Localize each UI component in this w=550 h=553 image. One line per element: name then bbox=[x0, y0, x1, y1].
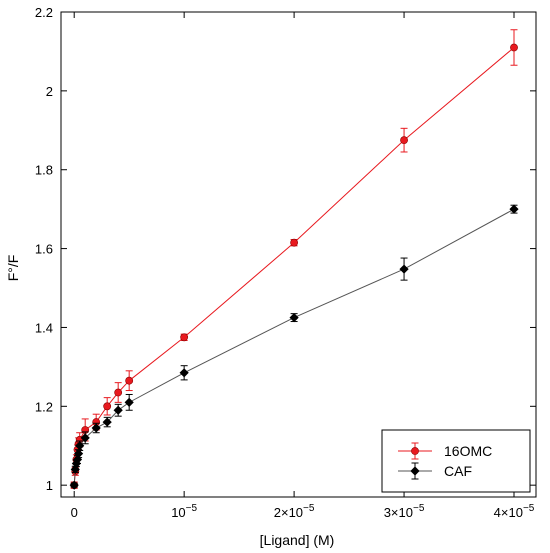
data-point bbox=[73, 449, 84, 459]
legend-marker bbox=[411, 447, 419, 455]
series-16omc bbox=[70, 29, 518, 490]
data-point bbox=[69, 480, 79, 490]
data-point bbox=[70, 464, 80, 474]
y-tick-label: 1.6 bbox=[35, 242, 53, 257]
series-line bbox=[73, 47, 515, 486]
data-point bbox=[72, 454, 83, 465]
plot-frame bbox=[60, 11, 537, 498]
x-tick-label: 2×10−5 bbox=[274, 503, 315, 520]
x-tick-label: 4×10−5 bbox=[494, 503, 535, 520]
y-tick-label: 1 bbox=[46, 478, 53, 493]
legend: 16OMC CAF bbox=[381, 429, 531, 493]
data-point bbox=[180, 333, 189, 342]
y-axis-title: F°/F bbox=[5, 255, 21, 282]
legend-label: CAF bbox=[444, 463, 472, 479]
ticks: 0 10−5 2×10−5 3×10−5 4×10−5 1 1.2 1.4 1.6 1.8 2 2.2 bbox=[35, 5, 536, 520]
data-point bbox=[114, 388, 123, 397]
data-point bbox=[75, 441, 85, 451]
data-point bbox=[113, 405, 123, 415]
x-tick-label: 3×10−5 bbox=[384, 503, 425, 520]
data-point bbox=[510, 43, 518, 52]
data-point bbox=[71, 458, 81, 469]
data-point bbox=[102, 417, 112, 427]
y-tick-label: 2 bbox=[46, 84, 53, 99]
x-tick-label: 10−5 bbox=[171, 503, 197, 520]
series-caf bbox=[69, 204, 519, 490]
data-point bbox=[179, 368, 189, 378]
legend-entry-16omc: 16OMC bbox=[398, 442, 492, 460]
series bbox=[69, 29, 519, 490]
data-point bbox=[125, 376, 134, 385]
legend-label: 16OMC bbox=[444, 443, 492, 459]
y-tick-label: 1.2 bbox=[35, 399, 53, 414]
data-point bbox=[399, 264, 409, 274]
data-point bbox=[91, 423, 101, 433]
data-point bbox=[289, 312, 299, 323]
x-axis-title: [Ligand] (M) bbox=[260, 532, 335, 548]
data-point bbox=[509, 204, 519, 214]
y-tick-label: 1.4 bbox=[35, 320, 53, 335]
data-point bbox=[400, 136, 408, 145]
x-tick-label: 0 bbox=[71, 505, 78, 520]
data-point bbox=[80, 433, 90, 443]
legend-marker bbox=[410, 466, 420, 476]
y-tick-label: 1.8 bbox=[35, 163, 53, 178]
y-tick-label: 2.2 bbox=[35, 5, 53, 20]
legend-box bbox=[381, 429, 531, 493]
data-point bbox=[103, 402, 112, 411]
data-point bbox=[124, 397, 134, 407]
legend-entry-caf: CAF bbox=[398, 462, 472, 480]
data-point bbox=[290, 238, 299, 247]
